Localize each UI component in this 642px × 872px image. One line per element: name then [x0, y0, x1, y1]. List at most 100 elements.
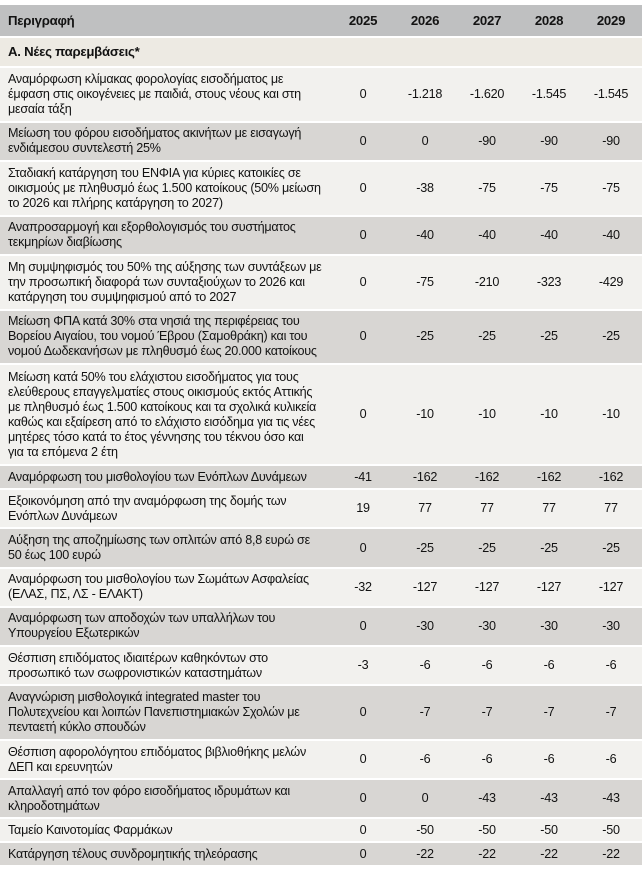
year-value-cell: -6 — [394, 647, 456, 685]
table-row: Μείωση του φόρου εισοδήματος ακινήτων με… — [0, 122, 642, 160]
year-value-cell: -22 — [518, 843, 580, 865]
year-value-cell: -6 — [394, 740, 456, 779]
table-row: Αναμόρφωση του μισθολογίου των Σωμάτων Α… — [0, 568, 642, 606]
year-value-cell: -40 — [518, 216, 580, 254]
year-value-cell: -7 — [394, 686, 456, 739]
measure-description-cell: Αναμόρφωση του μισθολογίου των Σωμάτων Α… — [0, 568, 332, 606]
table-row: Αναμόρφωση του μισθολογίου των Ενόπλων Δ… — [0, 466, 642, 489]
measure-description-cell: Αναπροσαρμογή και εξορθολογισμός του συσ… — [0, 216, 332, 254]
year-value-cell: -90 — [456, 122, 518, 160]
year-value-cell: -6 — [580, 647, 642, 685]
year-value-cell: 0 — [394, 780, 456, 818]
year-value-cell: -1.620 — [456, 67, 518, 121]
year-value-cell: -162 — [456, 466, 518, 489]
year-value-cell: -30 — [394, 607, 456, 646]
table-row: Απαλλαγή από τον φόρο εισοδήματος ιδρυμά… — [0, 780, 642, 818]
year-value-cell: -25 — [518, 310, 580, 364]
year-value-cell: -10 — [456, 365, 518, 465]
year-value-cell: -90 — [518, 122, 580, 160]
year-value-cell: -38 — [394, 161, 456, 215]
measure-description-cell: Μη συμψηφισμός του 50% της αύξησης των σ… — [0, 255, 332, 309]
column-header-year-2025: 2025 — [332, 5, 394, 36]
year-value-cell: -1.545 — [580, 67, 642, 121]
table-row: Κατάργηση τέλους συνδρομητικής τηλεόραση… — [0, 843, 642, 865]
table-header-row: Περιγραφή 2025 2026 2027 2028 2029 — [0, 5, 642, 36]
year-value-cell: 0 — [332, 843, 394, 865]
table-row: Μείωση ΦΠΑ κατά 30% στα νησιά της περιφέ… — [0, 310, 642, 364]
fiscal-measures-table: Περιγραφή 2025 2026 2027 2028 2029 Α. Νέ… — [0, 3, 642, 867]
measure-description-cell: Αύξηση της αποζημίωσης των οπλιτών από 8… — [0, 529, 332, 567]
year-value-cell: -162 — [518, 466, 580, 489]
year-value-cell: 0 — [332, 365, 394, 465]
year-value-cell: -7 — [518, 686, 580, 739]
year-value-cell: 0 — [332, 161, 394, 215]
year-value-cell: -162 — [580, 466, 642, 489]
year-value-cell: 0 — [332, 686, 394, 739]
year-value-cell: -10 — [394, 365, 456, 465]
measure-description-cell: Ταμείο Καινοτομίας Φαρμάκων — [0, 819, 332, 842]
year-value-cell: -6 — [518, 647, 580, 685]
year-value-cell: -429 — [580, 255, 642, 309]
year-value-cell: -6 — [456, 740, 518, 779]
column-header-year-2029: 2029 — [580, 5, 642, 36]
year-value-cell: -75 — [580, 161, 642, 215]
table-row: Αναπροσαρμογή και εξορθολογισμός του συσ… — [0, 216, 642, 254]
year-value-cell: -7 — [456, 686, 518, 739]
year-value-cell: -43 — [456, 780, 518, 818]
year-value-cell: 0 — [332, 780, 394, 818]
year-value-cell: -22 — [394, 843, 456, 865]
measure-description-cell: Αναμόρφωση κλίμακας φορολογίας εισοδήματ… — [0, 67, 332, 121]
year-value-cell: -3 — [332, 647, 394, 685]
measure-description-cell: Μείωση του φόρου εισοδήματος ακινήτων με… — [0, 122, 332, 160]
year-value-cell: -32 — [332, 568, 394, 606]
year-value-cell: -25 — [580, 310, 642, 364]
table-row: Μείωση κατά 50% του ελάχιστου εισοδήματο… — [0, 365, 642, 465]
year-value-cell: -50 — [394, 819, 456, 842]
year-value-cell: 0 — [332, 607, 394, 646]
year-value-cell: -30 — [456, 607, 518, 646]
year-value-cell: -40 — [456, 216, 518, 254]
year-value-cell: 77 — [518, 490, 580, 528]
year-value-cell: 77 — [580, 490, 642, 528]
column-header-description: Περιγραφή — [0, 5, 332, 36]
measure-description-cell: Αναγνώριση μισθολογικά integrated master… — [0, 686, 332, 739]
measure-description-cell: Μείωση κατά 50% του ελάχιστου εισοδήματο… — [0, 365, 332, 465]
year-value-cell: -7 — [580, 686, 642, 739]
year-value-cell: -323 — [518, 255, 580, 309]
year-value-cell: -127 — [580, 568, 642, 606]
year-value-cell: 0 — [394, 122, 456, 160]
year-value-cell: -75 — [518, 161, 580, 215]
table-row: Θέσπιση αφορολόγητου επιδόματος βιβλιοθή… — [0, 740, 642, 779]
year-value-cell: -41 — [332, 466, 394, 489]
year-value-cell: -6 — [580, 740, 642, 779]
column-header-year-2026: 2026 — [394, 5, 456, 36]
measure-description-cell: Μείωση ΦΠΑ κατά 30% στα νησιά της περιφέ… — [0, 310, 332, 364]
year-value-cell: -43 — [518, 780, 580, 818]
section-header-row: Α. Νέες παρεμβάσεις* — [0, 38, 642, 66]
year-value-cell: -43 — [580, 780, 642, 818]
year-value-cell: -50 — [518, 819, 580, 842]
year-value-cell: 0 — [332, 255, 394, 309]
year-value-cell: -1.218 — [394, 67, 456, 121]
table-row: Αναγνώριση μισθολογικά integrated master… — [0, 686, 642, 739]
year-value-cell: 0 — [332, 740, 394, 779]
year-value-cell: -25 — [580, 529, 642, 567]
table-row: Θέσπιση επιδόματος ιδιαιτέρων καθηκόντων… — [0, 647, 642, 685]
year-value-cell: -30 — [518, 607, 580, 646]
year-value-cell: -22 — [456, 843, 518, 865]
table-row: Μη συμψηφισμός του 50% της αύξησης των σ… — [0, 255, 642, 309]
measure-description-cell: Θέσπιση αφορολόγητου επιδόματος βιβλιοθή… — [0, 740, 332, 779]
year-value-cell: 0 — [332, 310, 394, 364]
year-value-cell: -127 — [394, 568, 456, 606]
table-row: Αναμόρφωση κλίμακας φορολογίας εισοδήματ… — [0, 67, 642, 121]
year-value-cell: 77 — [456, 490, 518, 528]
year-value-cell: 19 — [332, 490, 394, 528]
measure-description-cell: Κατάργηση τέλους συνδρομητικής τηλεόραση… — [0, 843, 332, 865]
table-row: Ταμείο Καινοτομίας Φαρμάκων 0 -50 -50 -50 -50 — [0, 819, 642, 842]
measure-description-cell: Σταδιακή κατάργηση του ΕΝΦΙΑ για κύριες … — [0, 161, 332, 215]
table-row: Σταδιακή κατάργηση του ΕΝΦΙΑ για κύριες … — [0, 161, 642, 215]
year-value-cell: -25 — [394, 310, 456, 364]
year-value-cell: 77 — [394, 490, 456, 528]
year-value-cell: -90 — [580, 122, 642, 160]
year-value-cell: -75 — [394, 255, 456, 309]
